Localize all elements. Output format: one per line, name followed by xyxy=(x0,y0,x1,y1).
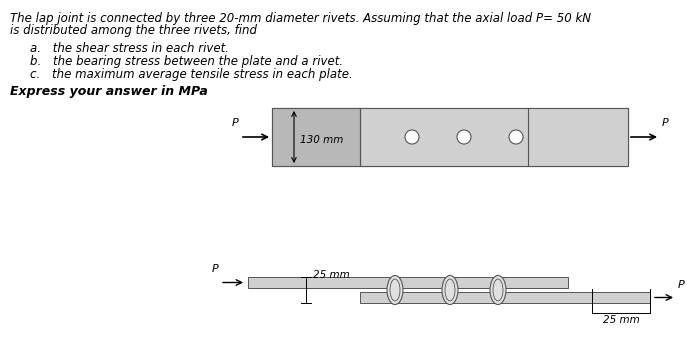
Bar xyxy=(360,108,628,166)
Text: is distributed among the three rivets, find: is distributed among the three rivets, f… xyxy=(10,24,257,37)
Bar xyxy=(360,292,650,303)
Text: Express your answer in MPa: Express your answer in MPa xyxy=(10,85,207,98)
Text: 25 mm: 25 mm xyxy=(602,315,640,325)
Ellipse shape xyxy=(442,276,458,304)
Text: P: P xyxy=(662,118,668,128)
Text: 25 mm: 25 mm xyxy=(313,270,350,280)
Bar xyxy=(272,108,360,166)
Text: P: P xyxy=(211,264,218,275)
Circle shape xyxy=(457,130,471,144)
Ellipse shape xyxy=(490,276,506,304)
Ellipse shape xyxy=(387,276,403,304)
Text: P: P xyxy=(678,279,685,289)
Bar xyxy=(272,108,628,166)
Circle shape xyxy=(405,130,419,144)
Text: The lap joint is connected by three 20-mm diameter rivets. Assuming that the axi: The lap joint is connected by three 20-m… xyxy=(10,12,591,25)
Circle shape xyxy=(509,130,523,144)
Text: P: P xyxy=(232,118,238,128)
Text: 130 mm: 130 mm xyxy=(300,135,344,145)
Text: a. the shear stress in each rivet.: a. the shear stress in each rivet. xyxy=(30,42,229,55)
Text: b. the bearing stress between the plate and a rivet.: b. the bearing stress between the plate … xyxy=(30,55,343,68)
Text: c. the maximum average tensile stress in each plate.: c. the maximum average tensile stress in… xyxy=(30,68,352,81)
Bar xyxy=(248,277,568,288)
